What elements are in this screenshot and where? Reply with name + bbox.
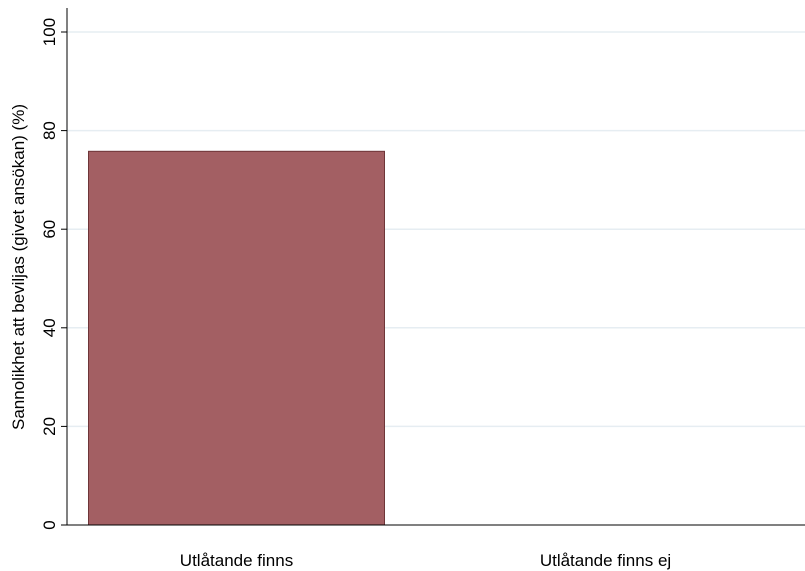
bars (88, 150, 385, 526)
y-tick-label: 60 (40, 220, 59, 239)
x-axis-labels: Utlåtande finns Utlåtande finns ej (180, 551, 671, 570)
bar (88, 150, 385, 526)
y-tick-label: 40 (40, 318, 59, 337)
x-category-label: Utlåtande finns ej (540, 551, 671, 570)
y-axis-ticks: 0 20 40 60 80 100 (40, 18, 67, 530)
y-tick-label: 0 (40, 520, 59, 529)
y-tick-label: 20 (40, 417, 59, 436)
y-tick-label: 100 (40, 18, 59, 46)
y-tick-label: 80 (40, 121, 59, 140)
x-category-label: Utlåtande finns (180, 551, 293, 570)
y-axis-title: Sannolikhet att beviljas (givet ansökan)… (9, 104, 28, 430)
